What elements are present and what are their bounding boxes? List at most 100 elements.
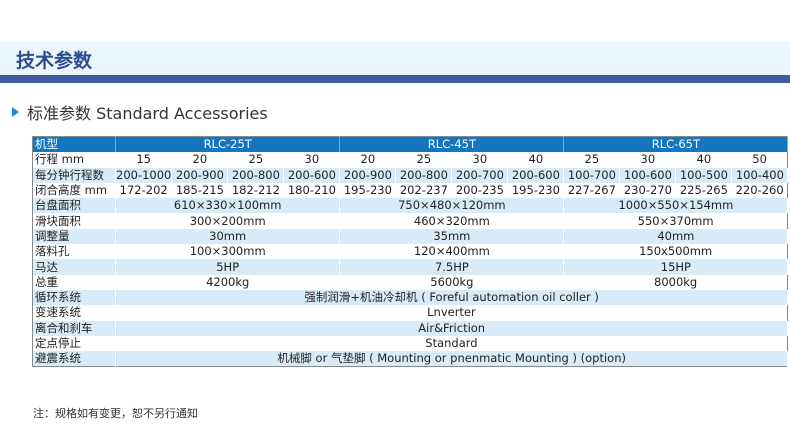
table-cell: 610×330×100mm: [115, 198, 341, 214]
table-cell: 200-600: [283, 167, 341, 183]
table-cell: 30: [619, 152, 676, 168]
table-cell: 150x500mm: [563, 244, 788, 260]
table-cell: 30: [283, 152, 340, 168]
table-cell: 50: [731, 152, 788, 168]
table-cell: 定点停止: [32, 335, 116, 352]
table-cell: 闭合高度 mm: [32, 182, 116, 199]
table-row: 机型 RLC-25T RLC-45T RLC-65T: [32, 136, 789, 153]
table-cell: 25: [227, 152, 284, 168]
table-cell: 200-600: [507, 167, 565, 183]
table-cell: 30: [451, 152, 508, 168]
table-cell: 40: [507, 152, 564, 168]
table-row: 台盘面积 610×330×100mm 750×480×120mm 1000×550×1…: [32, 198, 789, 214]
table-cell: 100-500: [675, 167, 733, 183]
table-cell: 40mm: [563, 228, 789, 245]
table-cell: 循环系统: [32, 289, 116, 306]
table-cell: 195-230: [507, 182, 564, 199]
table-row: 避震系统 机械脚 or 气垫脚 ( Mounting or pnenmatic M…: [32, 351, 789, 367]
table-row: 循环系统 强制润滑+机油冷却机 ( Foreful automation oil …: [32, 289, 789, 306]
table-cell: RLC-45T: [339, 136, 565, 153]
section-heading: 标准参数 Standard Accessories: [12, 100, 268, 124]
arrow-icon: [12, 107, 19, 117]
table-row: 闭合高度 mm 172-202 185-215 182-212 180-210 195-2…: [32, 182, 788, 199]
header-bar: 技术参数: [0, 42, 790, 74]
table-cell: 195-230: [339, 182, 396, 199]
table-cell: 185-215: [171, 182, 228, 199]
table-cell: 机械脚 or 气垫脚 ( Mounting or pnenmatic Mount…: [115, 351, 789, 367]
table-row: 落料孔 100×300mm 120×400mm 150x500mm: [32, 244, 788, 260]
table-cell: 滑块面积: [32, 213, 116, 229]
table-cell: 行程 mm: [32, 152, 116, 168]
table-cell: 落料孔: [32, 244, 116, 260]
table-cell: Standard: [115, 335, 788, 352]
table-row: 变速系统 Lnverter: [32, 305, 788, 321]
table-cell: 调整量: [32, 228, 116, 245]
table-cell: 4200kg: [115, 274, 340, 290]
table-cell: RLC-25T: [115, 136, 341, 153]
table-cell: 225-265: [675, 182, 732, 199]
table-cell: 200-800: [227, 167, 285, 183]
table-cell: 100-600: [619, 167, 677, 183]
table-row: 离合和刹车 Air&Friction: [32, 320, 789, 336]
table-cell: 550×370mm: [563, 213, 788, 229]
table-cell: 100-700: [563, 167, 621, 183]
table-cell: 35mm: [339, 228, 565, 245]
section-title: 标准参数 Standard Accessories: [27, 104, 268, 123]
table-cell: 25: [563, 152, 620, 168]
footnote: 注：规格如有变更，恕不另行通知: [33, 407, 198, 420]
table-cell: 每分钟行程数: [32, 167, 116, 183]
table-cell: 5HP: [115, 259, 341, 275]
table-cell: 100×300mm: [115, 244, 340, 260]
header-divider: [0, 75, 790, 83]
table-cell: 台盘面积: [32, 198, 116, 214]
table-cell: 200-1000: [115, 167, 173, 183]
table-cell: 230-270: [619, 182, 676, 199]
table-cell: 40: [675, 152, 732, 168]
table-row: 滑块面积 300×200mm 460×320mm 550×370mm: [32, 213, 788, 229]
table-cell: 300×200mm: [115, 213, 340, 229]
table-cell: 172-202: [115, 182, 172, 199]
table-cell: 25: [395, 152, 452, 168]
table-cell: 变速系统: [32, 305, 116, 321]
table-cell: 20: [339, 152, 396, 168]
table-row: 行程 mm 15 20 25 30 20 25 30 40 25 30 40 50: [32, 152, 788, 168]
table-cell: 强制润滑+机油冷却机 ( Foreful automation oil coll…: [115, 289, 789, 306]
table-cell: 8000kg: [563, 274, 788, 290]
table-cell: 马达: [32, 259, 116, 275]
table-cell: 100-400: [731, 167, 789, 183]
table-cell: 180-210: [283, 182, 340, 199]
table-cell: 120×400mm: [339, 244, 564, 260]
table-cell: 200-800: [395, 167, 453, 183]
table-cell: Lnverter: [115, 305, 788, 321]
table-cell: 200-700: [451, 167, 509, 183]
table-cell: 200-900: [339, 167, 397, 183]
table-cell: 200-235: [451, 182, 508, 199]
table-cell: 202-237: [395, 182, 452, 199]
spec-table: 机型 RLC-25T RLC-45T RLC-65T 行程 mm 15 20 25 30 20 25…: [32, 136, 789, 368]
table-row: 马达 5HP 7.5HP 15HP: [32, 259, 789, 275]
table-cell: 离合和刹车: [32, 320, 116, 336]
table-row: 每分钟行程数 200-1000 200-900 200-800 200-600 200-9…: [32, 167, 789, 183]
table-cell: 机型: [32, 136, 116, 153]
table-cell: 182-212: [227, 182, 284, 199]
table-cell: 200-900: [171, 167, 229, 183]
table-cell: 5600kg: [339, 274, 564, 290]
table-cell: RLC-65T: [563, 136, 789, 153]
table-cell: 750×480×120mm: [339, 198, 565, 214]
table-cell: 总重: [32, 274, 116, 290]
table-cell: 20: [171, 152, 228, 168]
table-cell: 220-260: [731, 182, 788, 199]
table-cell: 15HP: [563, 259, 789, 275]
page-title: 技术参数: [16, 50, 93, 72]
table-cell: 227-267: [563, 182, 620, 199]
table-row: 调整量 30mm 35mm 40mm: [32, 228, 789, 245]
table-cell: 460×320mm: [339, 213, 564, 229]
table-cell: 避震系统: [32, 351, 116, 367]
table-cell: 30mm: [115, 228, 341, 245]
table-cell: 1000×550×154mm: [563, 198, 789, 214]
table-cell: 15: [115, 152, 172, 168]
table-row: 定点停止 Standard: [32, 335, 788, 352]
table-row: 总重 4200kg 5600kg 8000kg: [32, 274, 788, 290]
table-cell: 7.5HP: [339, 259, 565, 275]
table-cell: Air&Friction: [115, 320, 789, 336]
